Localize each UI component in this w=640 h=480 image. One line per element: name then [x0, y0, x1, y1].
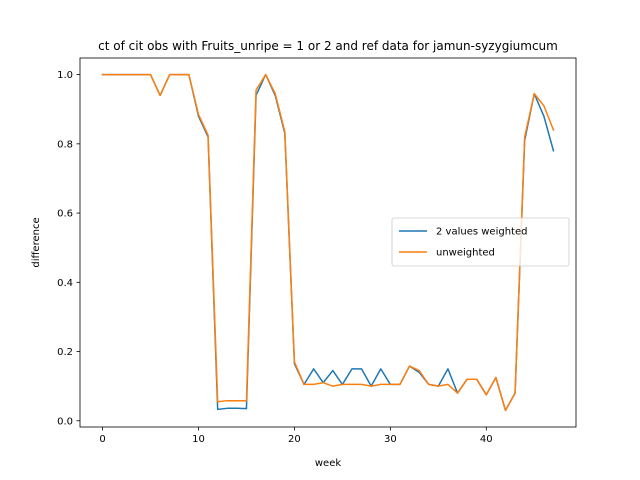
x-axis-label: week	[315, 458, 341, 469]
axes-frame	[79, 57, 577, 428]
x-tick-label: 10	[192, 434, 205, 445]
y-tick-label: 0.6	[57, 209, 73, 220]
y-tick-label: 0.4	[57, 278, 73, 289]
axes: 0 10 20 30 40 0.0 0.2 0.4 0.6 0.8 1.0	[57, 57, 577, 445]
y-tick-label: 0.0	[57, 416, 73, 427]
y-axis-label: difference	[31, 217, 42, 267]
x-tick-label: 20	[288, 434, 301, 445]
x-tick-label: 0	[99, 434, 105, 445]
x-tick-label: 30	[384, 434, 397, 445]
legend: 2 values weighted unweighted	[391, 217, 570, 267]
y-tick-label: 0.2	[57, 347, 73, 358]
plot-area	[101, 73, 555, 412]
series-line-2	[101, 73, 555, 412]
chart-title: ct of cit obs with Fruits_unripe = 1 or …	[98, 39, 558, 53]
y-tick-label: 0.8	[57, 139, 73, 150]
legend-box	[391, 217, 570, 267]
x-tick-label: 40	[480, 434, 493, 445]
legend-label-1: 2 values weighted	[436, 227, 527, 238]
legend-label-2: unweighted	[436, 248, 495, 259]
y-tick-label: 1.0	[57, 70, 73, 81]
